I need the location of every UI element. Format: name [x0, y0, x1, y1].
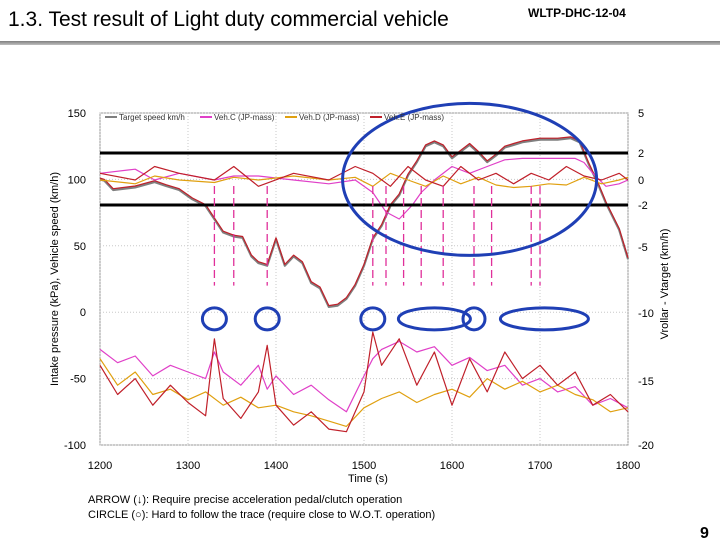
- y-right-tick-label: -20: [638, 440, 654, 452]
- circle-annotation: [498, 306, 590, 332]
- annotation-layer: [100, 101, 628, 332]
- y-left-tick-label: 50: [74, 241, 86, 253]
- y-left-tick-label: 100: [68, 174, 86, 186]
- legend-label: Veh.D (JP-mass): [299, 113, 360, 122]
- series-line: [99, 172, 629, 189]
- series-line: [99, 136, 629, 307]
- y-right-tick-label: 5: [638, 108, 644, 120]
- circle-annotation: [200, 306, 228, 332]
- page-title: 1.3. Test result of Light duty commercia…: [8, 8, 449, 31]
- note-circle: CIRCLE (○): Hard to follow the trace (re…: [88, 509, 436, 521]
- y-left-tick-label: 0: [80, 307, 86, 319]
- y-right-tick-label: 0: [638, 175, 644, 187]
- big-ellipse-annotation: [341, 101, 599, 257]
- document-id: WLTP-DHC-12-04: [528, 6, 626, 20]
- legend: Target speed km/h Veh.C (JP-mass) Veh.D (J…: [105, 113, 444, 122]
- series-line: [99, 340, 629, 413]
- y-right-axis-title: Vrollar - Vtarget (km/h): [659, 229, 671, 340]
- legend-label: Veh.E (JP-mass): [384, 113, 444, 122]
- x-axis-title: Time (s): [348, 473, 388, 485]
- y-right-tick-label: -5: [638, 242, 648, 254]
- y-left-tick-label: 150: [68, 108, 86, 120]
- header-divider: [0, 41, 720, 45]
- x-tick-label: 1700: [528, 460, 552, 472]
- x-tick-label: 1600: [440, 460, 464, 472]
- x-tick-label: 1300: [176, 460, 200, 472]
- circle-annotation: [396, 306, 472, 332]
- y-left-axis-title: Intake pressure (kPa), Vehicle speed (km…: [49, 172, 61, 386]
- y-right-tick-label: -15: [638, 376, 654, 388]
- y-right-tick-label: 2: [638, 148, 644, 160]
- page-number: 9: [700, 525, 709, 542]
- legend-label: Target speed km/h: [119, 113, 185, 122]
- x-tick-label: 1800: [616, 460, 640, 472]
- note-arrow: ARROW (↓): Require precise acceleration …: [88, 494, 403, 506]
- x-tick-label: 1500: [352, 460, 376, 472]
- y-right-tick-label: -10: [638, 308, 654, 320]
- y-left-tick-label: -50: [70, 374, 86, 386]
- chart: Target speed km/h Veh.C (JP-mass) Veh.D (J…: [49, 101, 671, 485]
- circle-annotation: [253, 306, 281, 332]
- series-line: [99, 358, 629, 427]
- axes: 150 100 50 0 -50 -100 5 2 0 -2 -5 -10 -15 -20 1200 1300…: [49, 108, 671, 485]
- x-tick-label: 1400: [264, 460, 288, 472]
- legend-label: Veh.C (JP-mass): [214, 113, 275, 122]
- y-right-tick-label: -2: [638, 200, 648, 212]
- y-left-tick-label: -100: [64, 440, 86, 452]
- series-line: [99, 331, 629, 433]
- circle-annotation: [461, 306, 487, 332]
- x-tick-label: 1200: [88, 460, 112, 472]
- series-line: [99, 165, 629, 187]
- circle-annotation: [359, 306, 387, 332]
